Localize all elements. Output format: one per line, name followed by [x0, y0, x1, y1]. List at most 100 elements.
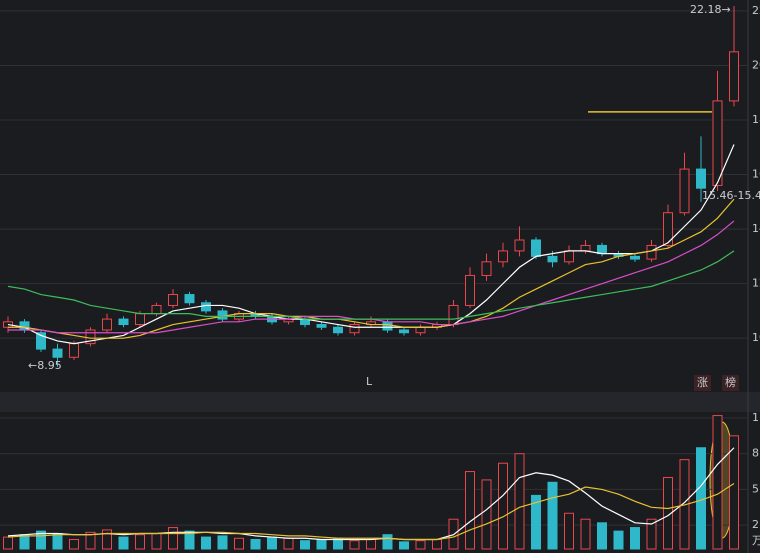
volume-bar [168, 527, 178, 550]
y-tick-label: 10 [752, 331, 760, 344]
volume-bar [630, 527, 640, 550]
candle-body [514, 239, 525, 252]
candle-body [679, 168, 690, 214]
y-tick-label: 12 [752, 277, 760, 290]
candle-body [184, 294, 195, 304]
volume-bar [514, 453, 525, 550]
y-tick-label: 11 [752, 411, 760, 424]
volume-bar [316, 538, 327, 550]
candle-body [69, 343, 79, 358]
y-tick-label: 18 [752, 113, 760, 126]
candle-body [316, 324, 327, 328]
volume-bar [382, 534, 393, 550]
annotation: L [366, 375, 373, 388]
volume-bar [3, 536, 13, 550]
candle-body [349, 324, 360, 334]
candle-body [630, 255, 640, 260]
candle-body [201, 302, 211, 312]
ma-line [7, 482, 735, 541]
volume-bar [300, 540, 310, 550]
volume-bar [646, 518, 657, 550]
volume-bar [19, 534, 30, 550]
volume-bar [729, 435, 739, 550]
candle-body [531, 239, 541, 257]
candle-body [663, 212, 673, 246]
y-tick-label: 22 [752, 4, 760, 17]
volume-bar [349, 540, 360, 550]
candle-body [36, 332, 46, 350]
y-tick-label: 14 [752, 222, 760, 235]
volume-bar [696, 447, 706, 550]
y-tick-label: 2 [752, 518, 759, 531]
candle-body [646, 244, 657, 260]
candle-body [333, 326, 343, 334]
badge [694, 375, 711, 391]
volume-bar [135, 534, 145, 550]
candle-body [102, 318, 112, 331]
volume-bar [234, 537, 244, 550]
volume-bar [415, 540, 426, 550]
volume-bar [201, 536, 211, 550]
candle-body [118, 318, 129, 326]
candle-body [729, 51, 739, 102]
volume-bar [36, 530, 46, 550]
volume-bar [564, 512, 574, 550]
panel-separator [0, 392, 760, 412]
volume-bar [250, 538, 261, 550]
volume-bar [184, 530, 195, 550]
annotation: 榜 [725, 375, 736, 389]
volume-bar [547, 481, 558, 550]
candle-body [547, 255, 558, 263]
ma-line [7, 250, 735, 320]
volume-bar [663, 477, 673, 550]
candle-body [382, 321, 393, 331]
volume-bar [85, 531, 96, 550]
candle-body [696, 168, 706, 189]
y-tick-label: 20 [752, 58, 760, 71]
volume-bar [481, 479, 492, 550]
volume-bar [366, 538, 376, 550]
candle-body [465, 274, 475, 306]
candle-body [399, 329, 409, 334]
volume-bar [52, 533, 63, 550]
annotation: 涨 [697, 376, 708, 389]
candle-body [85, 329, 96, 345]
volume-bar [465, 471, 475, 550]
volume-bar [613, 530, 624, 550]
volume-bar [498, 462, 508, 550]
ma-line [8, 198, 735, 339]
volume-bar [118, 536, 129, 550]
candle-body [597, 244, 607, 255]
volume-unit: 万 [752, 534, 760, 547]
volume-bar [432, 538, 442, 550]
volume-bar [712, 415, 723, 550]
volume-bar [217, 535, 228, 550]
volume-bar [69, 538, 79, 550]
candle-body [481, 261, 492, 276]
volume-bar [267, 536, 277, 550]
volume-bar [102, 529, 112, 550]
volume-bar [580, 518, 591, 550]
candle-body [168, 294, 178, 306]
candle-body [415, 326, 426, 334]
badge [722, 375, 739, 391]
volume-bar [597, 522, 607, 550]
ma-line [7, 447, 735, 541]
annotation: ←8.95 [28, 359, 62, 372]
candle-body [448, 304, 459, 326]
candle-body [564, 250, 574, 263]
candle-body [52, 348, 63, 358]
y-tick-label: 5 [752, 482, 759, 495]
y-tick-label: 16 [752, 168, 760, 181]
candle-body [712, 100, 723, 186]
candle-body [217, 310, 228, 320]
annotation: 22.18→ [690, 3, 731, 16]
candle-body [580, 244, 591, 252]
volume-bar [531, 494, 541, 550]
candle-body [135, 313, 145, 326]
volume-bar [151, 533, 162, 550]
volume-bar [283, 537, 294, 550]
candle-body [498, 250, 508, 263]
